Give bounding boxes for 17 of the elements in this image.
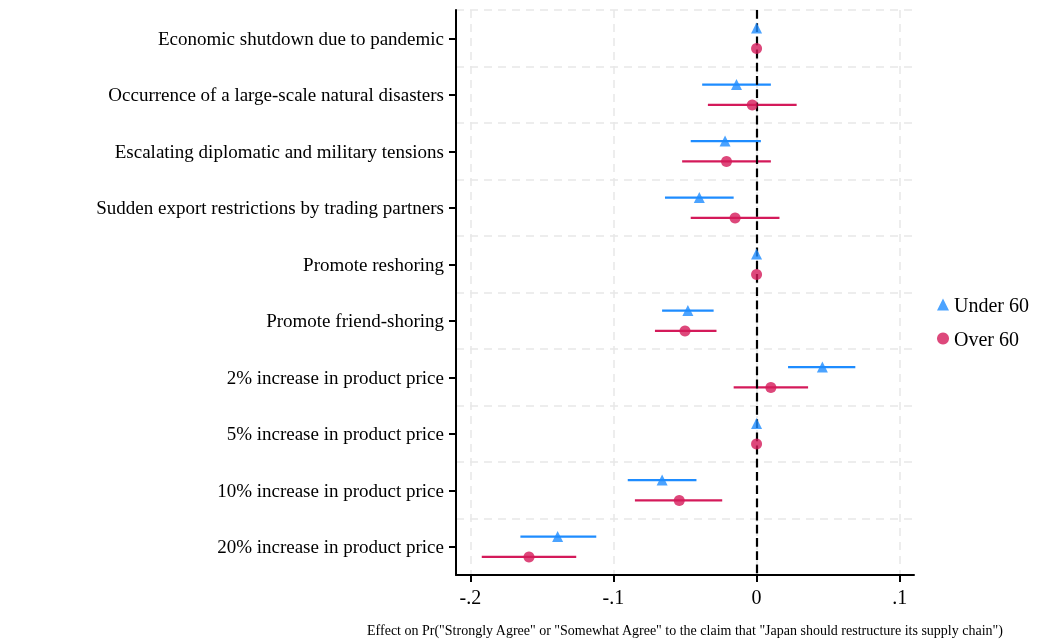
- y-tick-label: 20% increase in product price: [217, 536, 444, 558]
- x-tick-label: .1: [892, 586, 908, 608]
- y-tick-label: Promote friend-shoring: [266, 310, 445, 332]
- legend-label: Under 60: [954, 293, 1029, 316]
- y-tick-label: Escalating diplomatic and military tensions: [114, 140, 444, 162]
- y-tick-label: Promote reshoring: [303, 253, 445, 275]
- legend-label: Over 60: [954, 327, 1019, 350]
- x-tick-label: -.1: [602, 586, 625, 608]
- y-tick-label: 5% increase in product price: [226, 423, 444, 445]
- x-tick-label: -.2: [459, 586, 482, 608]
- y-tick-label: 2% increase in product price: [226, 366, 444, 388]
- y-tick-label: Occurrence of a large-scale natural disasters: [108, 84, 444, 106]
- y-tick-label: Economic shutdown due to pandemic: [158, 27, 444, 49]
- x-axis-title: Effect on Pr("Strongly Agree" or "Somewhat Agree" to the claim that "Japan should restructure its supply chain"): [367, 622, 1004, 639]
- x-tick-label: 0: [751, 586, 762, 608]
- y-tick-label: Sudden export restrictions by trading partners: [96, 197, 444, 219]
- y-tick-label: 10% increase in product price: [217, 479, 444, 501]
